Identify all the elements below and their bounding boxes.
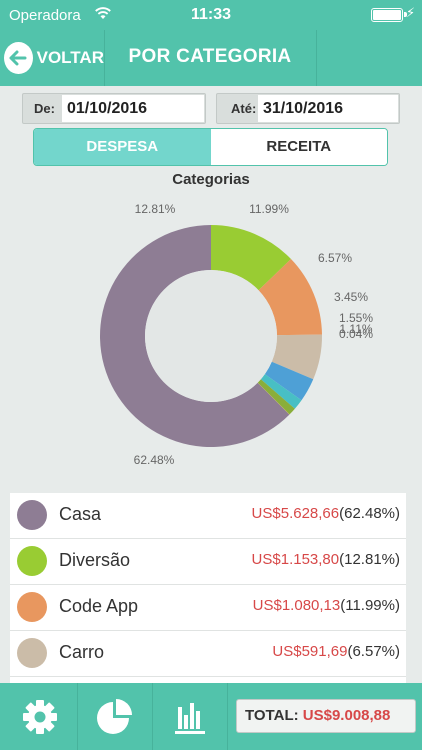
donut-slice	[264, 361, 314, 401]
slice-label: 6.57%	[318, 251, 352, 265]
page-title: POR CATEGORIA	[128, 46, 292, 67]
slice-label: 12.81%	[135, 202, 176, 216]
category-percent: (6.57%)	[347, 643, 400, 660]
clock: 11:33	[190, 6, 232, 23]
tab-despesa[interactable]: DESPESA	[34, 129, 211, 165]
end-date-field[interactable]: Até: 31/10/2016	[216, 93, 400, 124]
slice-label: 1.55%	[339, 311, 373, 325]
category-color-dot	[17, 592, 47, 622]
donut-slice	[257, 379, 295, 415]
slice-label: 0.04%	[339, 327, 373, 341]
category-name: Casa	[59, 504, 102, 524]
total-label: TOTAL:	[245, 707, 299, 724]
nav-divider	[316, 30, 317, 86]
end-date-label: Até:	[231, 101, 257, 116]
settings-button[interactable]	[3, 683, 78, 750]
pie-chart-button[interactable]	[78, 683, 153, 750]
category-list: Casa US$5.628,66(62.48%) Diversão US$1.153,…	[10, 493, 406, 683]
category-row[interactable]: Casa US$5.628,66(62.48%)	[10, 493, 406, 539]
category-percent: (12.81%)	[339, 551, 400, 568]
bar-chart-button[interactable]	[153, 683, 228, 750]
carrier-name: Operadora	[9, 7, 81, 24]
category-money: US$5.628,66	[251, 505, 340, 522]
category-money: US$1.153,80	[251, 551, 340, 568]
category-money: US$1.080,13	[252, 597, 341, 614]
total-value: US$9.008,88	[302, 707, 391, 724]
bottom-toolbar: TOTAL: US$9.008,88	[0, 683, 422, 750]
donut-slice	[260, 374, 302, 409]
chart-title: Categorias	[172, 171, 250, 188]
wifi-icon	[95, 7, 111, 19]
total-display: TOTAL: US$9.008,88	[236, 699, 416, 733]
status-bar: Operadora 11:33 ⚡	[0, 0, 422, 30]
category-amount: US$5.628,66(62.48%)	[252, 505, 400, 522]
category-percent: (11.99%)	[340, 597, 400, 614]
category-amount: US$591,69(6.57%)	[272, 643, 400, 660]
type-segmented-control: DESPESA RECEITA	[33, 128, 388, 166]
nav-bar: VOLTAR POR CATEGORIA	[0, 30, 422, 86]
back-arrow-icon	[4, 42, 33, 74]
pie-chart-icon	[97, 698, 132, 734]
back-button[interactable]: VOLTAR	[0, 30, 104, 86]
bar-chart-icon	[175, 702, 205, 734]
donut-slice	[258, 259, 322, 336]
donut-slice	[257, 382, 290, 415]
back-label: VOLTAR	[36, 48, 104, 67]
slice-label: 62.48%	[134, 453, 175, 467]
slice-label: 1.11%	[339, 322, 372, 336]
category-amount: US$1.080,13(11.99%)	[253, 597, 400, 614]
donut-slice	[100, 225, 290, 447]
category-donut-chart: 12.81% 11.99% 6.57% 3.45% 1.55%1.11%0.04% 62.…	[100, 202, 373, 467]
category-color-dot	[17, 500, 47, 530]
slice-label: 3.45%	[334, 290, 368, 304]
end-date-value: 31/10/2016	[258, 95, 398, 122]
category-name: Diversão	[59, 550, 131, 570]
start-date-label: De:	[34, 101, 55, 116]
tab-receita[interactable]: RECEITA	[210, 129, 387, 165]
category-row[interactable]: Diversão US$1.153,80(12.81%)	[10, 539, 406, 585]
category-color-dot	[17, 546, 47, 576]
battery-icon	[371, 8, 407, 22]
category-percent: (62.48%)	[339, 505, 400, 522]
slice-label: 11.99%	[249, 202, 289, 216]
start-date-value: 01/10/2016	[62, 95, 204, 122]
category-money: US$591,69	[272, 643, 348, 660]
start-date-field[interactable]: De: 01/10/2016	[22, 93, 206, 124]
category-amount: US$1.153,80(12.81%)	[252, 551, 400, 568]
donut-hole	[145, 270, 277, 402]
category-row[interactable]: Carro US$591,69(6.57%)	[10, 631, 406, 677]
nav-divider	[104, 30, 105, 86]
donut-slice	[271, 334, 322, 380]
category-color-dot	[17, 638, 47, 668]
category-name: Code App	[59, 596, 139, 616]
gear-icon	[23, 699, 57, 734]
donut-slice	[211, 225, 292, 291]
category-name: Carro	[59, 642, 105, 662]
charging-icon: ⚡	[406, 5, 416, 20]
category-row[interactable]: Code App US$1.080,13(11.99%)	[10, 585, 406, 631]
